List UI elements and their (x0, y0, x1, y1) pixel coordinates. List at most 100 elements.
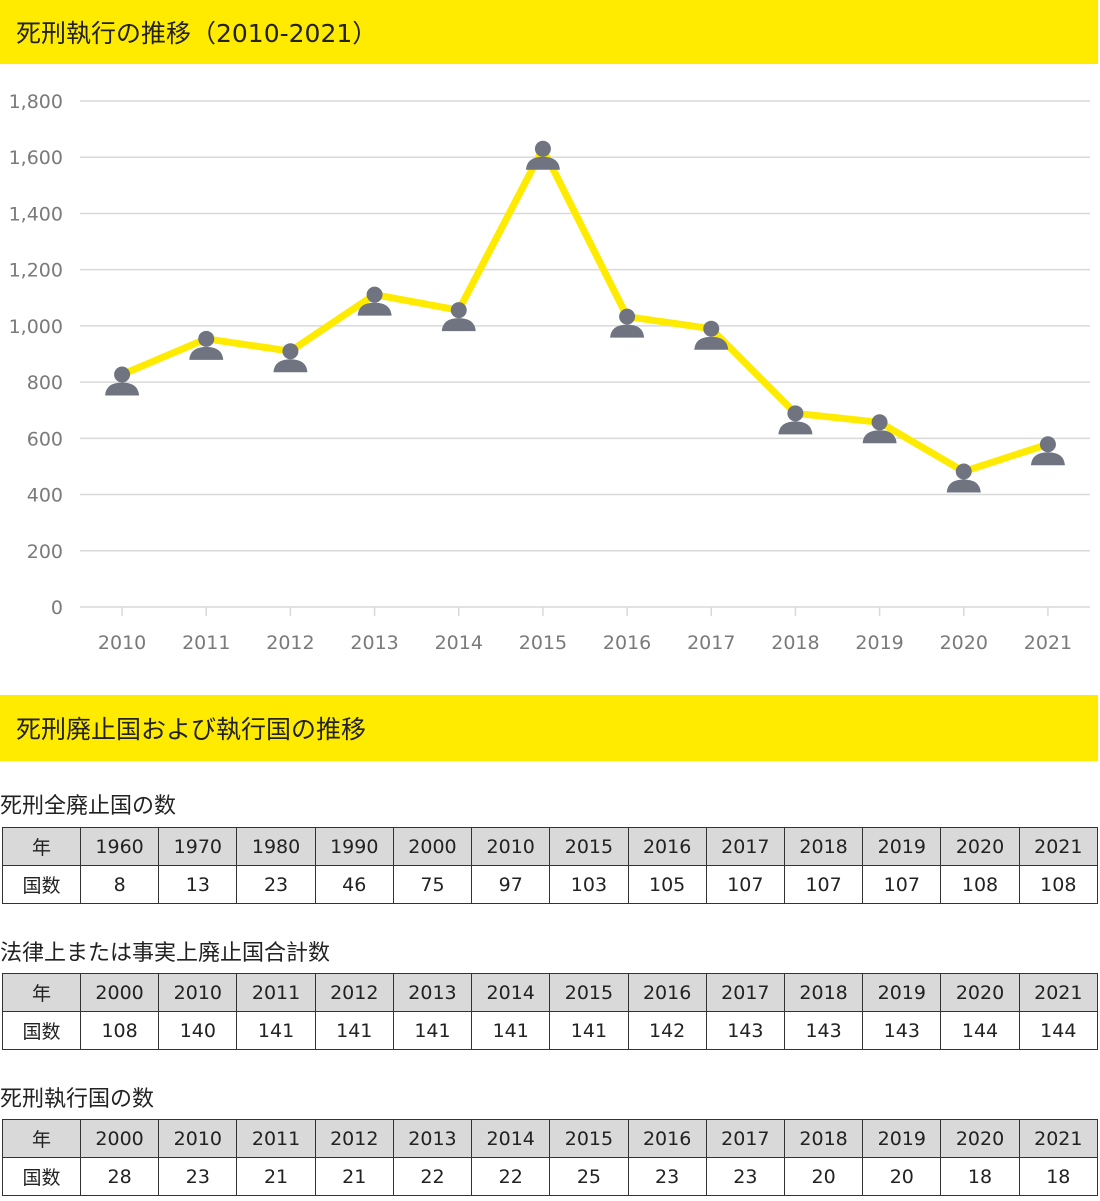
year-cell: 2020 (940, 1119, 1020, 1158)
year-cell: 2013 (392, 1119, 473, 1158)
person-icon (357, 277, 392, 319)
year-cell: 2021 (1018, 973, 1099, 1012)
table-row: 国数 8 13 23 46 75 97 103 105 107 107 107 108 108 (2, 865, 1099, 904)
year-cell: 2019 (862, 973, 942, 1012)
y-tick-label: 800 (27, 372, 63, 394)
count-cell: 108 (940, 865, 1020, 904)
chart-title: 死刑執行の推移（2010-2021） (16, 19, 378, 48)
row-label-cell: 国数 (2, 865, 81, 904)
year-cell: 2021 (1018, 1119, 1099, 1158)
data-point (701, 311, 721, 353)
count-cell: 46 (314, 865, 394, 904)
chart-series (118, 145, 1052, 476)
table-executing: 年 2000 2010 2011 2012 2013 2014 2015 2016 2017 201… (2, 1119, 1099, 1196)
person-icon (862, 414, 897, 444)
count-cell: 141 (314, 1011, 394, 1050)
count-cell: 141 (236, 1011, 316, 1050)
line-chart: 0 200 400 600 800 1,000 1,200 1,400 1,600 1,800 2… (9, 91, 1090, 654)
count-cell: 108 (79, 1011, 160, 1050)
count-cell: 97 (471, 865, 551, 904)
count-cell: 141 (471, 1011, 551, 1050)
count-cell: 141 (392, 1011, 473, 1050)
count-cell: 21 (314, 1157, 394, 1196)
year-cell: 2021 (1018, 827, 1099, 866)
chart-markers (105, 140, 1065, 493)
y-axis: 0 200 400 600 800 1,000 1,200 1,400 1,600 1,800 (9, 91, 63, 619)
count-cell: 143 (705, 1011, 785, 1050)
y-tick-label: 1,600 (9, 147, 63, 169)
count-cell: 105 (627, 865, 707, 904)
count-cell: 107 (862, 865, 942, 904)
year-cell: 2000 (79, 973, 160, 1012)
y-tick-label: 200 (27, 541, 63, 563)
count-cell: 142 (627, 1011, 707, 1050)
year-cell: 2013 (392, 973, 473, 1012)
y-tick-label: 1,400 (9, 203, 63, 225)
count-cell: 20 (862, 1157, 942, 1196)
count-cell: 8 (79, 865, 160, 904)
person-icon (694, 311, 729, 353)
person-icon (441, 292, 476, 334)
data-point (617, 299, 637, 341)
header-label-cell: 年 (2, 827, 81, 866)
year-cell: 2012 (314, 1119, 394, 1158)
y-tick-label: 1,800 (9, 91, 63, 113)
year-cell: 2011 (236, 1119, 316, 1158)
year-cell: 2015 (549, 1119, 629, 1158)
year-cell: 2017 (705, 973, 785, 1012)
person-icon (1030, 436, 1065, 466)
x-tick-label: 2016 (603, 632, 651, 654)
year-cell: 2000 (79, 1119, 160, 1158)
table-header-row: 年 1960 1970 1980 1990 2000 2010 2015 2016 2017 201… (2, 827, 1099, 866)
x-tick-label: 2017 (687, 632, 735, 654)
count-cell: 22 (471, 1157, 551, 1196)
person-icon (778, 405, 813, 435)
y-tick-label: 1,000 (9, 316, 63, 338)
count-cell: 143 (862, 1011, 942, 1050)
count-cell: 23 (236, 865, 316, 904)
person-icon (946, 463, 981, 493)
table-law-or-practice: 年 2000 2010 2011 2012 2013 2014 2015 2016 2017 201… (2, 973, 1099, 1050)
year-cell: 2018 (783, 1119, 864, 1158)
y-tick-label: 1,200 (9, 260, 63, 282)
year-cell: 2017 (705, 827, 785, 866)
count-cell: 23 (158, 1157, 238, 1196)
data-point (449, 292, 469, 334)
count-cell: 140 (158, 1011, 238, 1050)
year-cell: 2010 (158, 973, 238, 1012)
year-cell: 1990 (314, 827, 394, 866)
x-tick-label: 2018 (771, 632, 819, 654)
y-tick-label: 400 (27, 485, 63, 507)
series-line (118, 145, 1052, 476)
person-icon (105, 366, 140, 396)
person-icon (273, 343, 308, 373)
count-cell: 23 (705, 1157, 785, 1196)
row-label-cell: 国数 (2, 1157, 81, 1196)
count-cell: 108 (1018, 865, 1099, 904)
x-tick-label: 2014 (435, 632, 483, 654)
count-cell: 103 (549, 865, 629, 904)
year-cell: 2017 (705, 1119, 785, 1158)
count-cell: 21 (236, 1157, 316, 1196)
year-cell: 2010 (471, 827, 551, 866)
year-cell: 2020 (940, 827, 1020, 866)
year-cell: 2015 (549, 973, 629, 1012)
count-cell: 23 (627, 1157, 707, 1196)
table-heading-law-or-practice: 法律上または事実上廃止国合計数 (0, 941, 331, 966)
header-label-cell: 年 (2, 1119, 81, 1158)
y-tick-label: 0 (51, 597, 63, 619)
year-cell: 2014 (471, 1119, 551, 1158)
year-cell: 2020 (940, 973, 1020, 1012)
count-cell: 107 (783, 865, 864, 904)
person-icon (189, 330, 224, 360)
data-point (365, 277, 385, 319)
count-cell: 144 (940, 1011, 1020, 1050)
table-heading-abolitionist: 死刑全廃止国の数 (0, 794, 177, 819)
chart-gridlines (80, 100, 1090, 608)
year-cell: 1960 (79, 827, 160, 866)
x-tick-label: 2013 (350, 632, 398, 654)
count-cell: 13 (158, 865, 238, 904)
year-cell: 2010 (158, 1119, 238, 1158)
chart-title-banner: 死刑執行の推移（2010-2021） (0, 0, 1098, 64)
person-icon (610, 299, 645, 341)
